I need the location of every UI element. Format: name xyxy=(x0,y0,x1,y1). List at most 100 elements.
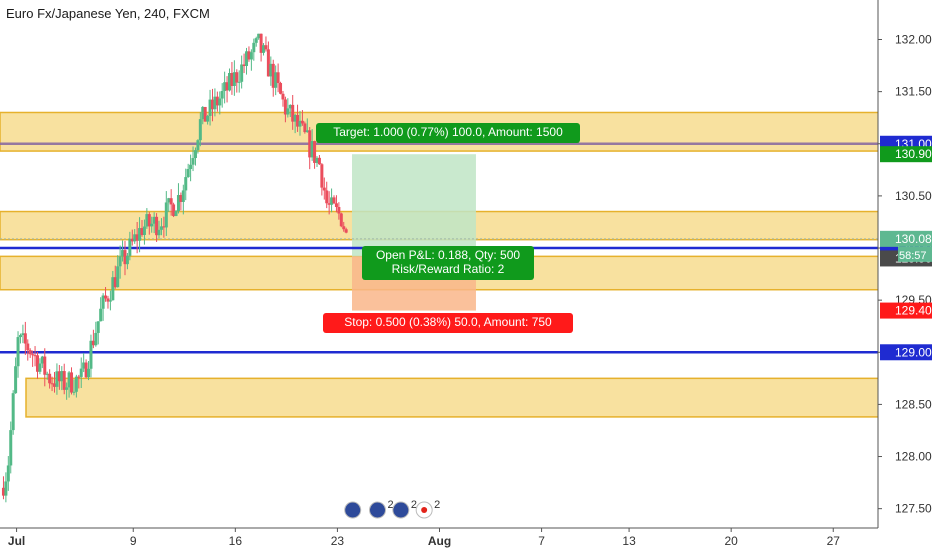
price-tick-label: 131.500 xyxy=(895,85,932,99)
candle-body xyxy=(296,114,300,127)
price-label-teal-bg xyxy=(880,230,932,247)
candle-body xyxy=(16,337,20,367)
candle-body xyxy=(135,234,139,241)
candle-body xyxy=(286,108,290,115)
candle-body xyxy=(150,223,154,227)
event-marker-dot xyxy=(421,507,428,513)
candle-body xyxy=(308,130,312,158)
candle-body xyxy=(196,140,200,151)
time-tick-label: 7 xyxy=(538,534,545,548)
candle-body xyxy=(344,229,348,233)
candle-body xyxy=(106,298,110,302)
candle-body xyxy=(140,228,144,236)
candle-body xyxy=(218,98,222,106)
candles-group xyxy=(1,33,348,503)
candle-body xyxy=(23,333,27,344)
candle-body xyxy=(266,49,270,77)
price-tick-label: 128.000 xyxy=(895,450,932,464)
candle-body xyxy=(133,234,137,242)
candle-body xyxy=(300,120,304,124)
candle-body xyxy=(169,198,173,205)
candle-body xyxy=(96,321,100,333)
candle-body xyxy=(62,371,66,390)
candle-body xyxy=(191,158,195,165)
candle-body xyxy=(130,238,134,242)
price-label-stop-bg xyxy=(880,302,932,319)
candle-body xyxy=(123,250,127,265)
candle-body xyxy=(320,164,324,188)
candle-body xyxy=(138,228,142,241)
pnl-label-bg xyxy=(362,246,534,280)
event-marker-icon xyxy=(344,501,362,519)
candle-body xyxy=(271,63,275,88)
candle-body xyxy=(99,308,103,322)
candle-body xyxy=(264,45,268,50)
level-price-label: 129.000 xyxy=(895,345,932,359)
candle-body xyxy=(206,115,210,122)
candle-body xyxy=(334,203,338,208)
candle-body xyxy=(94,332,98,346)
candle-body xyxy=(291,104,295,122)
candle-body xyxy=(125,255,129,265)
candle-body xyxy=(240,64,244,82)
candle-body xyxy=(18,335,22,338)
candle-body xyxy=(310,141,314,158)
candle-body xyxy=(72,391,76,393)
candle-body xyxy=(189,164,193,170)
candle-body xyxy=(223,82,227,92)
pnl-label-text: Open P&L: 0.188, Qty: 500 xyxy=(376,248,520,262)
target-label-text: Target: 1.000 (0.77%) 100.0, Amount: 150… xyxy=(333,125,563,139)
time-tick-label: 9 xyxy=(130,534,137,548)
price-tick-label: 130.500 xyxy=(895,189,932,203)
target-label-bg xyxy=(316,123,580,143)
candle-body xyxy=(60,371,64,382)
candle-body xyxy=(104,295,108,299)
profit-zone xyxy=(352,154,476,257)
candle-body xyxy=(242,64,246,67)
candle-body xyxy=(142,226,146,236)
candle-body xyxy=(201,106,205,120)
candle-body xyxy=(337,207,341,214)
candle-body xyxy=(327,203,331,205)
candle-body xyxy=(118,256,122,267)
candle-body xyxy=(174,211,178,217)
candle-body xyxy=(342,226,346,230)
candle-body xyxy=(228,73,231,91)
candle-body xyxy=(215,96,219,106)
candle-body xyxy=(82,362,86,369)
candle-body xyxy=(87,368,91,378)
event-marker-count: 2 xyxy=(411,499,417,511)
candle-body xyxy=(208,99,212,116)
candle-body xyxy=(157,229,161,236)
countdown-label: 58:57 xyxy=(899,250,927,262)
event-marker-icon xyxy=(369,501,386,519)
candle-body xyxy=(101,295,105,309)
price-axis-bg xyxy=(878,0,932,550)
candle-body xyxy=(65,387,69,390)
candle-body xyxy=(164,202,168,228)
price-label-target: 130.900 xyxy=(895,147,932,161)
price-label-target-bg xyxy=(880,146,932,163)
candle-body xyxy=(45,373,49,375)
stop-label: Stop: 0.500 (0.38%) 50.0, Amount: 750 xyxy=(323,313,573,333)
candle-body xyxy=(21,333,25,336)
candle-body xyxy=(167,198,171,203)
candle-body xyxy=(235,72,239,83)
candle-body xyxy=(11,393,15,431)
candle-body xyxy=(257,33,261,39)
candle-body xyxy=(155,216,159,236)
candle-body xyxy=(79,368,83,377)
candle-body xyxy=(181,190,185,202)
candle-body xyxy=(252,42,256,53)
candle-body xyxy=(293,114,297,122)
candle-body xyxy=(225,82,229,91)
candle-body xyxy=(298,120,302,127)
candle-body xyxy=(89,340,93,369)
candle-body xyxy=(237,81,241,83)
candle-body xyxy=(67,372,71,388)
candle-body xyxy=(259,33,263,53)
candle-body xyxy=(203,106,207,122)
time-tick-label: Aug xyxy=(428,534,451,548)
candle-body xyxy=(230,73,234,87)
